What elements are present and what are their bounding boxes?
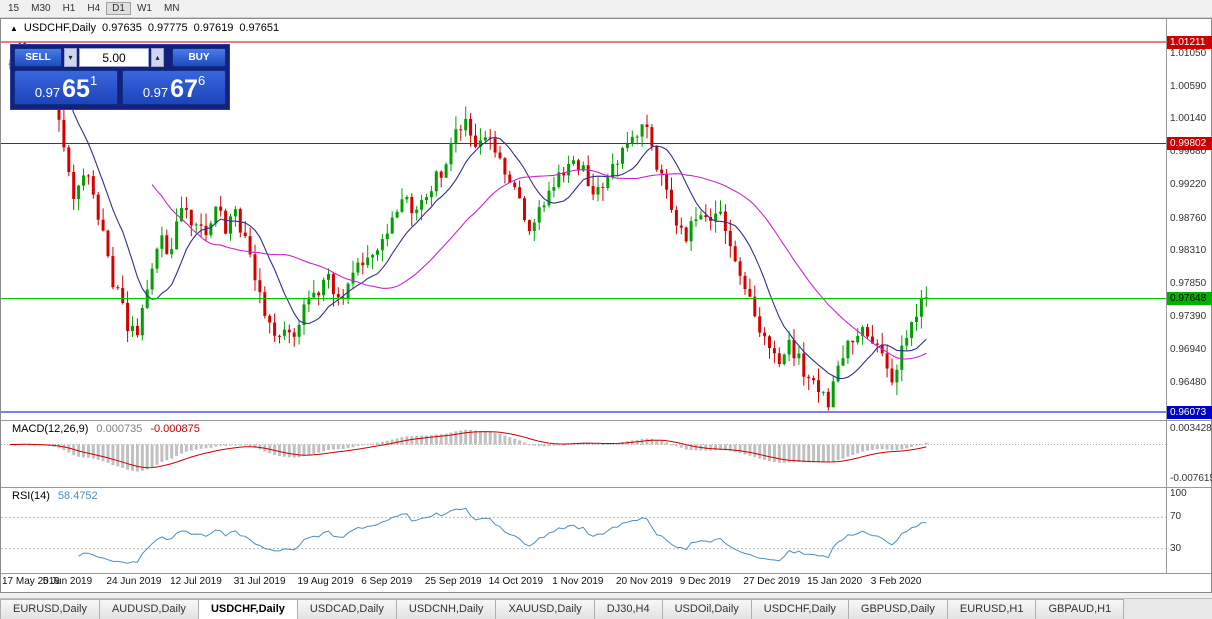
date-axis-label: 5 Jun 2019 <box>42 576 93 587</box>
cursor-icon: ▲ <box>10 23 18 33</box>
date-axis-label: 3 Feb 2020 <box>870 576 922 587</box>
timeframe-button-15[interactable]: 15 <box>8 3 20 14</box>
sell-button[interactable]: SELL <box>14 48 62 67</box>
price-axis-tick: 0.96480 <box>1170 376 1207 388</box>
rsi-line <box>78 507 927 564</box>
date-axis-label: 12 Jul 2019 <box>170 576 222 587</box>
timeframe-button-d1[interactable]: D1 <box>106 2 131 15</box>
rsi-axis-tick-30: 30 <box>1170 542 1182 554</box>
price-axis-tick: 0.98760 <box>1170 212 1207 224</box>
chart-tab-4-usdcnh-daily[interactable]: USDCNH,Daily <box>395 599 497 619</box>
date-axis-label: 1 Nov 2019 <box>552 576 604 587</box>
date-axis-label: 15 Jan 2020 <box>807 576 863 587</box>
buy-price-pipette: 6 <box>197 73 206 88</box>
macd-axis-label-top: 0.003428 <box>1170 423 1212 434</box>
sell-price-button[interactable]: 0.97 65 1 <box>14 70 118 105</box>
price-axis-tick: 1.00140 <box>1170 113 1207 125</box>
macd-signal-line <box>10 431 927 469</box>
timeframe-toolbar: 15 M30 H1 H4 D1 W1 MN <box>0 0 1212 18</box>
timeframe-button-mn[interactable]: MN <box>163 3 180 14</box>
date-axis-label: 17 May 2019 <box>2 576 60 587</box>
moving-average-line-10 <box>53 71 927 380</box>
price-axis-tick: 0.97850 <box>1170 278 1207 290</box>
chart-tab-2-usdchf-daily[interactable]: USDCHF,Daily <box>197 599 298 619</box>
price-axis-badge-0.99802: 0.99802 <box>1167 136 1212 150</box>
chart-tab-7-usdoil-daily[interactable]: USDOil,Daily <box>661 599 752 619</box>
ohlc-low: 0.97619 <box>193 22 234 34</box>
ohlc-close: 0.97651 <box>239 22 280 34</box>
rsi-value: 58.4752 <box>57 490 98 502</box>
rsi-axis-tick-70: 70 <box>1170 511 1182 523</box>
date-axis-label: 20 Nov 2019 <box>616 576 673 587</box>
sell-price-pipette: 1 <box>89 73 98 88</box>
chart-tab-11-gbpaud-h1[interactable]: GBPAUD,H1 <box>1035 599 1125 619</box>
timeframe-button-h1[interactable]: H1 <box>62 3 76 14</box>
buy-button[interactable]: BUY <box>172 48 226 67</box>
rsi-label: RSI(14) <box>12 490 50 502</box>
price-axis-tick: 1.01050 <box>1170 47 1207 59</box>
chart-tab-5-xauusd-daily[interactable]: XAUUSD,Daily <box>495 599 595 619</box>
chart-symbol-row: ▲ USDCHF,Daily 0.97635 0.97775 0.97619 0… <box>10 22 279 34</box>
chart-tab-3-usdcad-daily[interactable]: USDCAD,Daily <box>296 599 397 619</box>
price-axis-tick: 0.96940 <box>1170 343 1207 355</box>
one-click-trading-panel: SELL ▾ ▴ BUY 0.97 65 1 0.97 67 6 <box>10 44 230 110</box>
date-axis[interactable]: 17 May 2019 5 Jun 2019 24 Jun 2019 12 Jul 2… <box>0 576 1166 591</box>
price-axis-tick: 0.99220 <box>1170 179 1207 191</box>
date-axis-label: 31 Jul 2019 <box>233 576 286 587</box>
date-axis-label: 19 Aug 2019 <box>297 576 354 587</box>
price-axis-badge-0.96073: 0.96073 <box>1167 405 1212 419</box>
chart-tab-1-audusd-daily[interactable]: AUDUSD,Daily <box>98 599 199 619</box>
price-axis-tick: 0.97390 <box>1170 311 1207 323</box>
macd-label: MACD(12,26,9) <box>12 423 89 435</box>
price-axis-badge-0.97648: 0.97648 <box>1167 292 1212 306</box>
buy-price-pips: 67 <box>170 75 198 103</box>
macd-axis-label-bottom: -0.007615 <box>1170 473 1212 484</box>
rsi-label-row: RSI(14) 58.4752 <box>12 490 98 502</box>
chart-tab-bar: EURUSD,Daily AUDUSD,Daily USDCHF,Daily USDC… <box>0 598 1212 619</box>
rsi-axis-tick-100: 100 <box>1170 488 1187 499</box>
macd-value-main: 0.000735 <box>96 423 143 435</box>
sell-price-bigfigure: 0.97 <box>34 85 61 100</box>
timeframe-button-m30[interactable]: M30 <box>31 3 51 14</box>
date-axis-label: 24 Jun 2019 <box>106 576 162 587</box>
price-axis-tick: 0.99680 <box>1170 146 1207 158</box>
date-axis-label: 6 Sep 2019 <box>361 576 413 587</box>
moving-average-line-30 <box>151 169 927 360</box>
timeframe-button-h4[interactable]: H4 <box>87 3 101 14</box>
timeframe-button-w1[interactable]: W1 <box>136 3 152 14</box>
chart-tab-9-gbpusd-daily[interactable]: GBPUSD,Daily <box>847 599 948 619</box>
chart-tab-0-eurusd-daily[interactable]: EURUSD,Daily <box>0 599 100 619</box>
macd-histogram <box>8 429 928 472</box>
volume-decrease-button[interactable]: ▾ <box>64 48 77 67</box>
price-axis-tick: 1.00590 <box>1170 80 1207 92</box>
price-axis-tick: 0.98310 <box>1170 244 1207 256</box>
date-axis-label: 14 Oct 2019 <box>488 576 544 587</box>
symbol-label: USDCHF,Daily <box>23 22 97 34</box>
chart-tab-10-eurusd-h1[interactable]: EURUSD,H1 <box>946 599 1037 619</box>
sell-price-pips: 65 <box>62 75 90 103</box>
buy-price-button[interactable]: 0.97 67 6 <box>122 70 226 105</box>
trade-panel-controls-row: SELL ▾ ▴ BUY <box>14 48 226 67</box>
macd-label-row: MACD(12,26,9) 0.000735 -0.000875 <box>12 423 200 435</box>
date-axis-label: 27 Dec 2019 <box>743 576 801 587</box>
ohlc-open: 0.97635 <box>102 22 142 34</box>
volume-increase-button[interactable]: ▴ <box>151 48 164 67</box>
volume-input[interactable] <box>79 48 149 67</box>
chart-tab-8-usdchf-daily[interactable]: USDCHF,Daily <box>750 599 849 619</box>
ohlc-high: 0.97775 <box>147 22 188 34</box>
price-axis[interactable]: 1.01050 1.00590 1.00140 0.99680 0.99220 0.987… <box>1167 18 1212 574</box>
price-axis-badge-1.01211: 1.01211 <box>1167 35 1212 49</box>
trade-panel-price-row: 0.97 65 1 0.97 67 6 <box>14 70 226 105</box>
date-axis-label: 25 Sep 2019 <box>424 576 482 587</box>
buy-price-bigfigure: 0.97 <box>142 85 169 100</box>
date-axis-label: 9 Dec 2019 <box>679 576 731 587</box>
macd-value-signal: -0.000875 <box>150 423 200 435</box>
chart-tab-6-dj30-h4[interactable]: DJ30,H4 <box>593 599 663 619</box>
chart-background <box>0 18 1212 592</box>
